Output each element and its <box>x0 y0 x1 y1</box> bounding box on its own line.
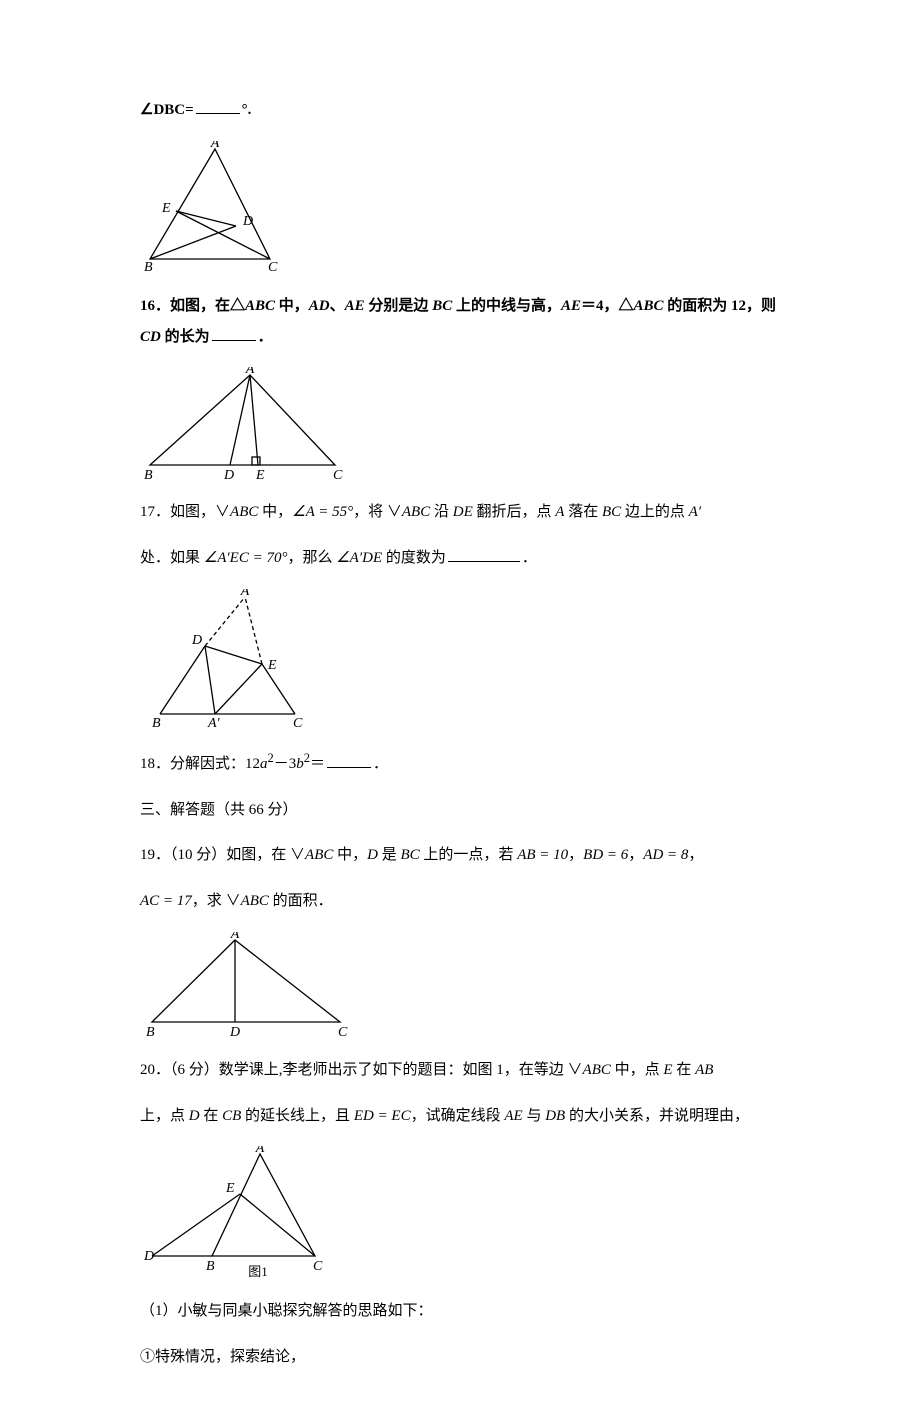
q18-blank <box>327 752 371 768</box>
q17-blank <box>448 546 520 562</box>
label-E: E <box>267 658 277 673</box>
fig-q17: A B C D E A′ <box>140 589 315 731</box>
fig-q16: A B C D E <box>140 367 350 482</box>
document-page: ∠DBC= °. A B C D E 16．如图，在△ABC 中，AD、AE 分别… <box>0 0 920 1428</box>
label-C: C <box>313 1259 323 1274</box>
label-E: E <box>161 201 171 216</box>
q19-line2: AC = 17，求 ∨ABC 的面积． <box>140 886 780 917</box>
label-E: E <box>225 1181 235 1196</box>
q20-sub1: （1）小敏与同桌小聪探究解答的思路如下： <box>140 1296 780 1327</box>
label-D: D <box>229 1025 240 1040</box>
label-D: D <box>223 468 234 482</box>
q20-line2: 上，点 D 在 CB 的延长线上，且 ED = EC，试确定线段 AE 与 DB… <box>140 1101 780 1132</box>
label-D: D <box>242 214 253 229</box>
q15-suffix: °. <box>242 102 252 118</box>
label-D: D <box>143 1249 154 1264</box>
q18: 18．分解因式：12a2－3b2＝． <box>140 746 780 780</box>
q19-line1: 19．（10 分）如图，在 ∨ABC 中，D 是 BC 上的一点，若 AB = … <box>140 840 780 871</box>
label-E: E <box>255 468 265 482</box>
label-A: A <box>240 589 250 599</box>
label-B: B <box>206 1259 215 1274</box>
fig20-caption: 图1 <box>248 1264 268 1279</box>
label-A: A <box>210 141 220 151</box>
label-A: A <box>230 932 240 942</box>
q16-blank <box>212 325 256 341</box>
label-B: B <box>144 468 153 482</box>
label-A: A <box>255 1146 265 1156</box>
q15-pre: ∠DBC= <box>140 102 194 118</box>
section-3-heading: 三、解答题（共 66 分） <box>140 795 780 826</box>
label-C: C <box>338 1025 348 1040</box>
label-C: C <box>333 468 343 482</box>
q16: 16．如图，在△ABC 中，AD、AE 分别是边 BC 上的中线与高，AE＝4，… <box>140 291 780 353</box>
q15-tail: ∠DBC= °. <box>140 95 780 126</box>
label-D: D <box>191 633 202 648</box>
fig-q15: A B C D E <box>140 141 290 276</box>
q20-sub2: ①特殊情况，探索结论， <box>140 1342 780 1373</box>
label-B: B <box>144 260 153 275</box>
label-C: C <box>268 260 278 275</box>
fig-q20: A B C D E 图1 <box>140 1146 335 1281</box>
q17-line2: 处．如果 ∠A′EC = 70°，那么 ∠A′DE 的度数为． <box>140 543 780 574</box>
fig-q19: A B C D <box>140 932 355 1040</box>
label-C: C <box>293 716 303 731</box>
label-A: A <box>245 367 255 377</box>
q17-line1: 17．如图，∨ABC 中，∠A = 55°，将 ∨ABC 沿 DE 翻折后，点 … <box>140 497 780 528</box>
q20-line1: 20．（6 分）数学课上,李老师出示了如下的题目：如图 1，在等边 ∨ABC 中… <box>140 1055 780 1086</box>
label-Ap: A′ <box>207 716 221 731</box>
label-B: B <box>146 1025 155 1040</box>
q15-blank <box>196 98 240 114</box>
label-B: B <box>152 716 161 731</box>
